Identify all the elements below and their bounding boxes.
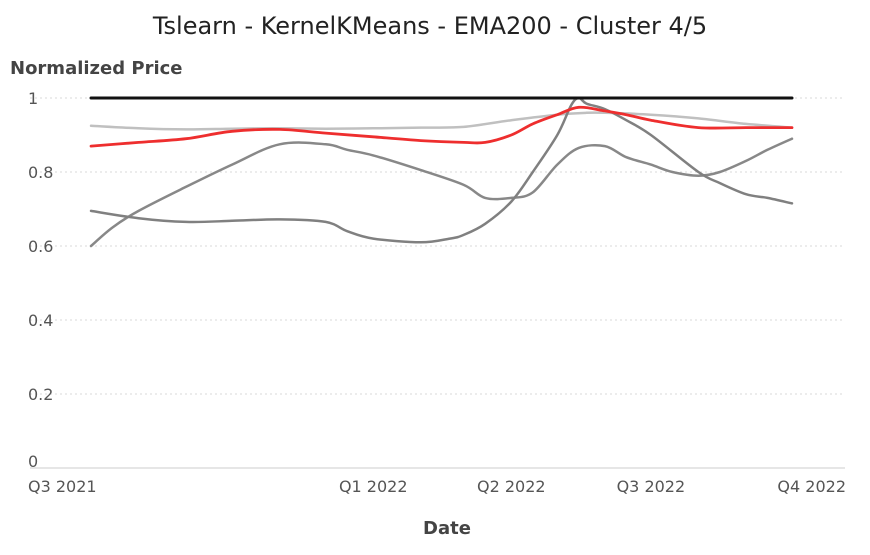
series-line-2 [89, 137, 794, 248]
y-tick-label: 1 [28, 89, 38, 108]
plot-area [89, 96, 794, 248]
y-tick-label: 0 [28, 452, 38, 471]
y-axis-label: Normalized Price [10, 58, 183, 79]
gridlines [30, 97, 845, 469]
x-axis-label: Date [423, 518, 471, 539]
chart-title: Tslearn - KernelKMeans - EMA200 - Cluste… [152, 12, 707, 40]
series-line-4 [89, 105, 794, 148]
y-tick-label: 0.4 [28, 311, 53, 330]
x-tick-label: Q4 2022 [777, 477, 846, 496]
y-tick-label: 0.6 [28, 237, 53, 256]
y-axis-ticks: 0 0.2 0.4 0.6 0.8 1 [28, 89, 53, 471]
x-tick-label: Q1 2022 [339, 477, 408, 496]
x-tick-label: Q3 2021 [28, 477, 97, 496]
x-tick-label: Q3 2022 [617, 477, 686, 496]
y-tick-label: 0.2 [28, 385, 53, 404]
series-line-3 [89, 96, 794, 244]
x-tick-label: Q2 2022 [477, 477, 546, 496]
x-axis-ticks: Q3 2021 Q1 2022 Q2 2022 Q3 2022 Q4 2022 [28, 477, 846, 496]
series-line-1 [89, 111, 794, 131]
y-tick-label: 0.8 [28, 163, 53, 182]
